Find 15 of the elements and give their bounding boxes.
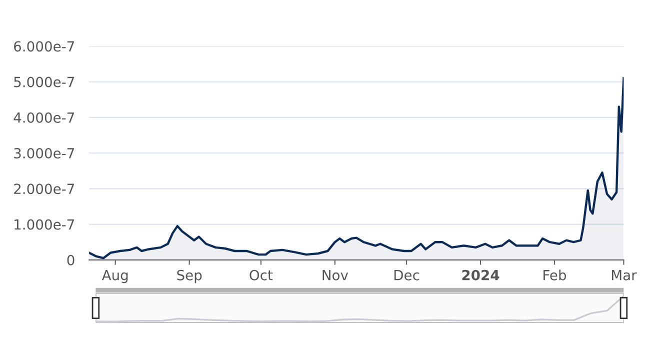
- x-tick-label: Oct: [250, 270, 273, 280]
- x-tick-label: Aug: [102, 270, 128, 284]
- x-tick-label: Sep: [177, 270, 202, 284]
- y-tick-label: 0: [67, 254, 74, 266]
- x-tick-label: Dec: [394, 270, 420, 280]
- x-tick-label: Feb: [544, 270, 566, 280]
- y-tick-label: 2.000e-7: [14, 184, 74, 194]
- y-tick-label: 5.000e-7: [14, 76, 74, 88]
- y-tick-label: 6.000e-7: [14, 41, 74, 52]
- x-tick-label: Nov: [322, 270, 348, 280]
- x-tick-label: 2024: [462, 270, 500, 280]
- y-tick-label: 4.000e-7: [14, 112, 74, 123]
- y-tick-label: 3.000e-7: [14, 148, 74, 158]
- y-tick-label: 1.000e-7: [14, 219, 74, 230]
- x-tick-label: Mar: [612, 270, 637, 280]
